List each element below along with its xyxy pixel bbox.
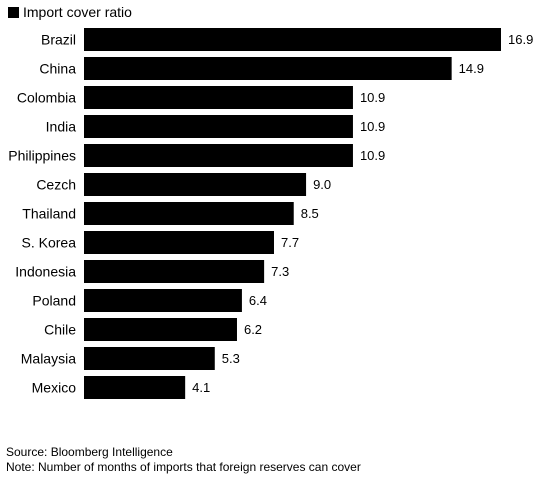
value-label-indonesia: 7.3: [271, 264, 289, 279]
bar-thailand: [84, 202, 294, 225]
category-label-poland: Poland: [32, 293, 76, 309]
value-label-china: 14.9: [459, 61, 484, 76]
bar-poland: [84, 289, 242, 312]
value-label-india: 10.9: [360, 119, 385, 134]
bar-s-korea: [84, 231, 274, 254]
bar-philippines: [84, 144, 353, 167]
category-label-chile: Chile: [44, 322, 76, 338]
bar-brazil: [84, 28, 501, 51]
bar-indonesia: [84, 260, 265, 283]
category-label-brazil: Brazil: [41, 32, 76, 48]
value-label-s-korea: 7.7: [281, 235, 299, 250]
value-label-colombia: 10.9: [360, 90, 385, 105]
value-label-mexico: 4.1: [192, 380, 210, 395]
value-label-malaysia: 5.3: [222, 351, 240, 366]
chart-legend: Import cover ratio: [8, 3, 132, 21]
category-label-philippines: Philippines: [8, 148, 76, 164]
bar-colombia: [84, 86, 353, 109]
bar-mexico: [84, 376, 186, 399]
category-label-s-korea: S. Korea: [22, 235, 77, 251]
value-label-thailand: 8.5: [301, 206, 319, 221]
category-label-mexico: Mexico: [32, 380, 77, 396]
legend-swatch: [8, 6, 19, 18]
legend-label: Import cover ratio: [23, 4, 132, 20]
category-label-thailand: Thailand: [22, 206, 76, 222]
bar-chart: Brazil 16.9 China 14.9 Colombia 10.9 India 10.9…: [8, 28, 533, 399]
category-label-indonesia: Indonesia: [15, 264, 76, 280]
footnote: Note: Number of months of imports that f…: [6, 460, 361, 474]
value-label-brazil: 16.9: [508, 32, 533, 47]
category-label-colombia: Colombia: [17, 90, 76, 106]
bar-chile: [84, 318, 237, 341]
value-label-philippines: 10.9: [360, 148, 385, 163]
category-label-malaysia: Malaysia: [21, 351, 76, 367]
bar-china: [84, 57, 452, 80]
bar-cezch: [84, 173, 307, 196]
bar-india: [84, 115, 353, 138]
category-label-india: India: [46, 119, 77, 135]
value-label-cezch: 9.0: [313, 177, 331, 192]
value-label-poland: 6.4: [249, 293, 267, 308]
source-note: Source: Bloomberg Intelligence: [6, 445, 173, 459]
category-label-china: China: [39, 61, 76, 77]
category-label-cezch: Cezch: [36, 177, 76, 193]
bar-malaysia: [84, 347, 215, 370]
value-label-chile: 6.2: [244, 322, 262, 337]
